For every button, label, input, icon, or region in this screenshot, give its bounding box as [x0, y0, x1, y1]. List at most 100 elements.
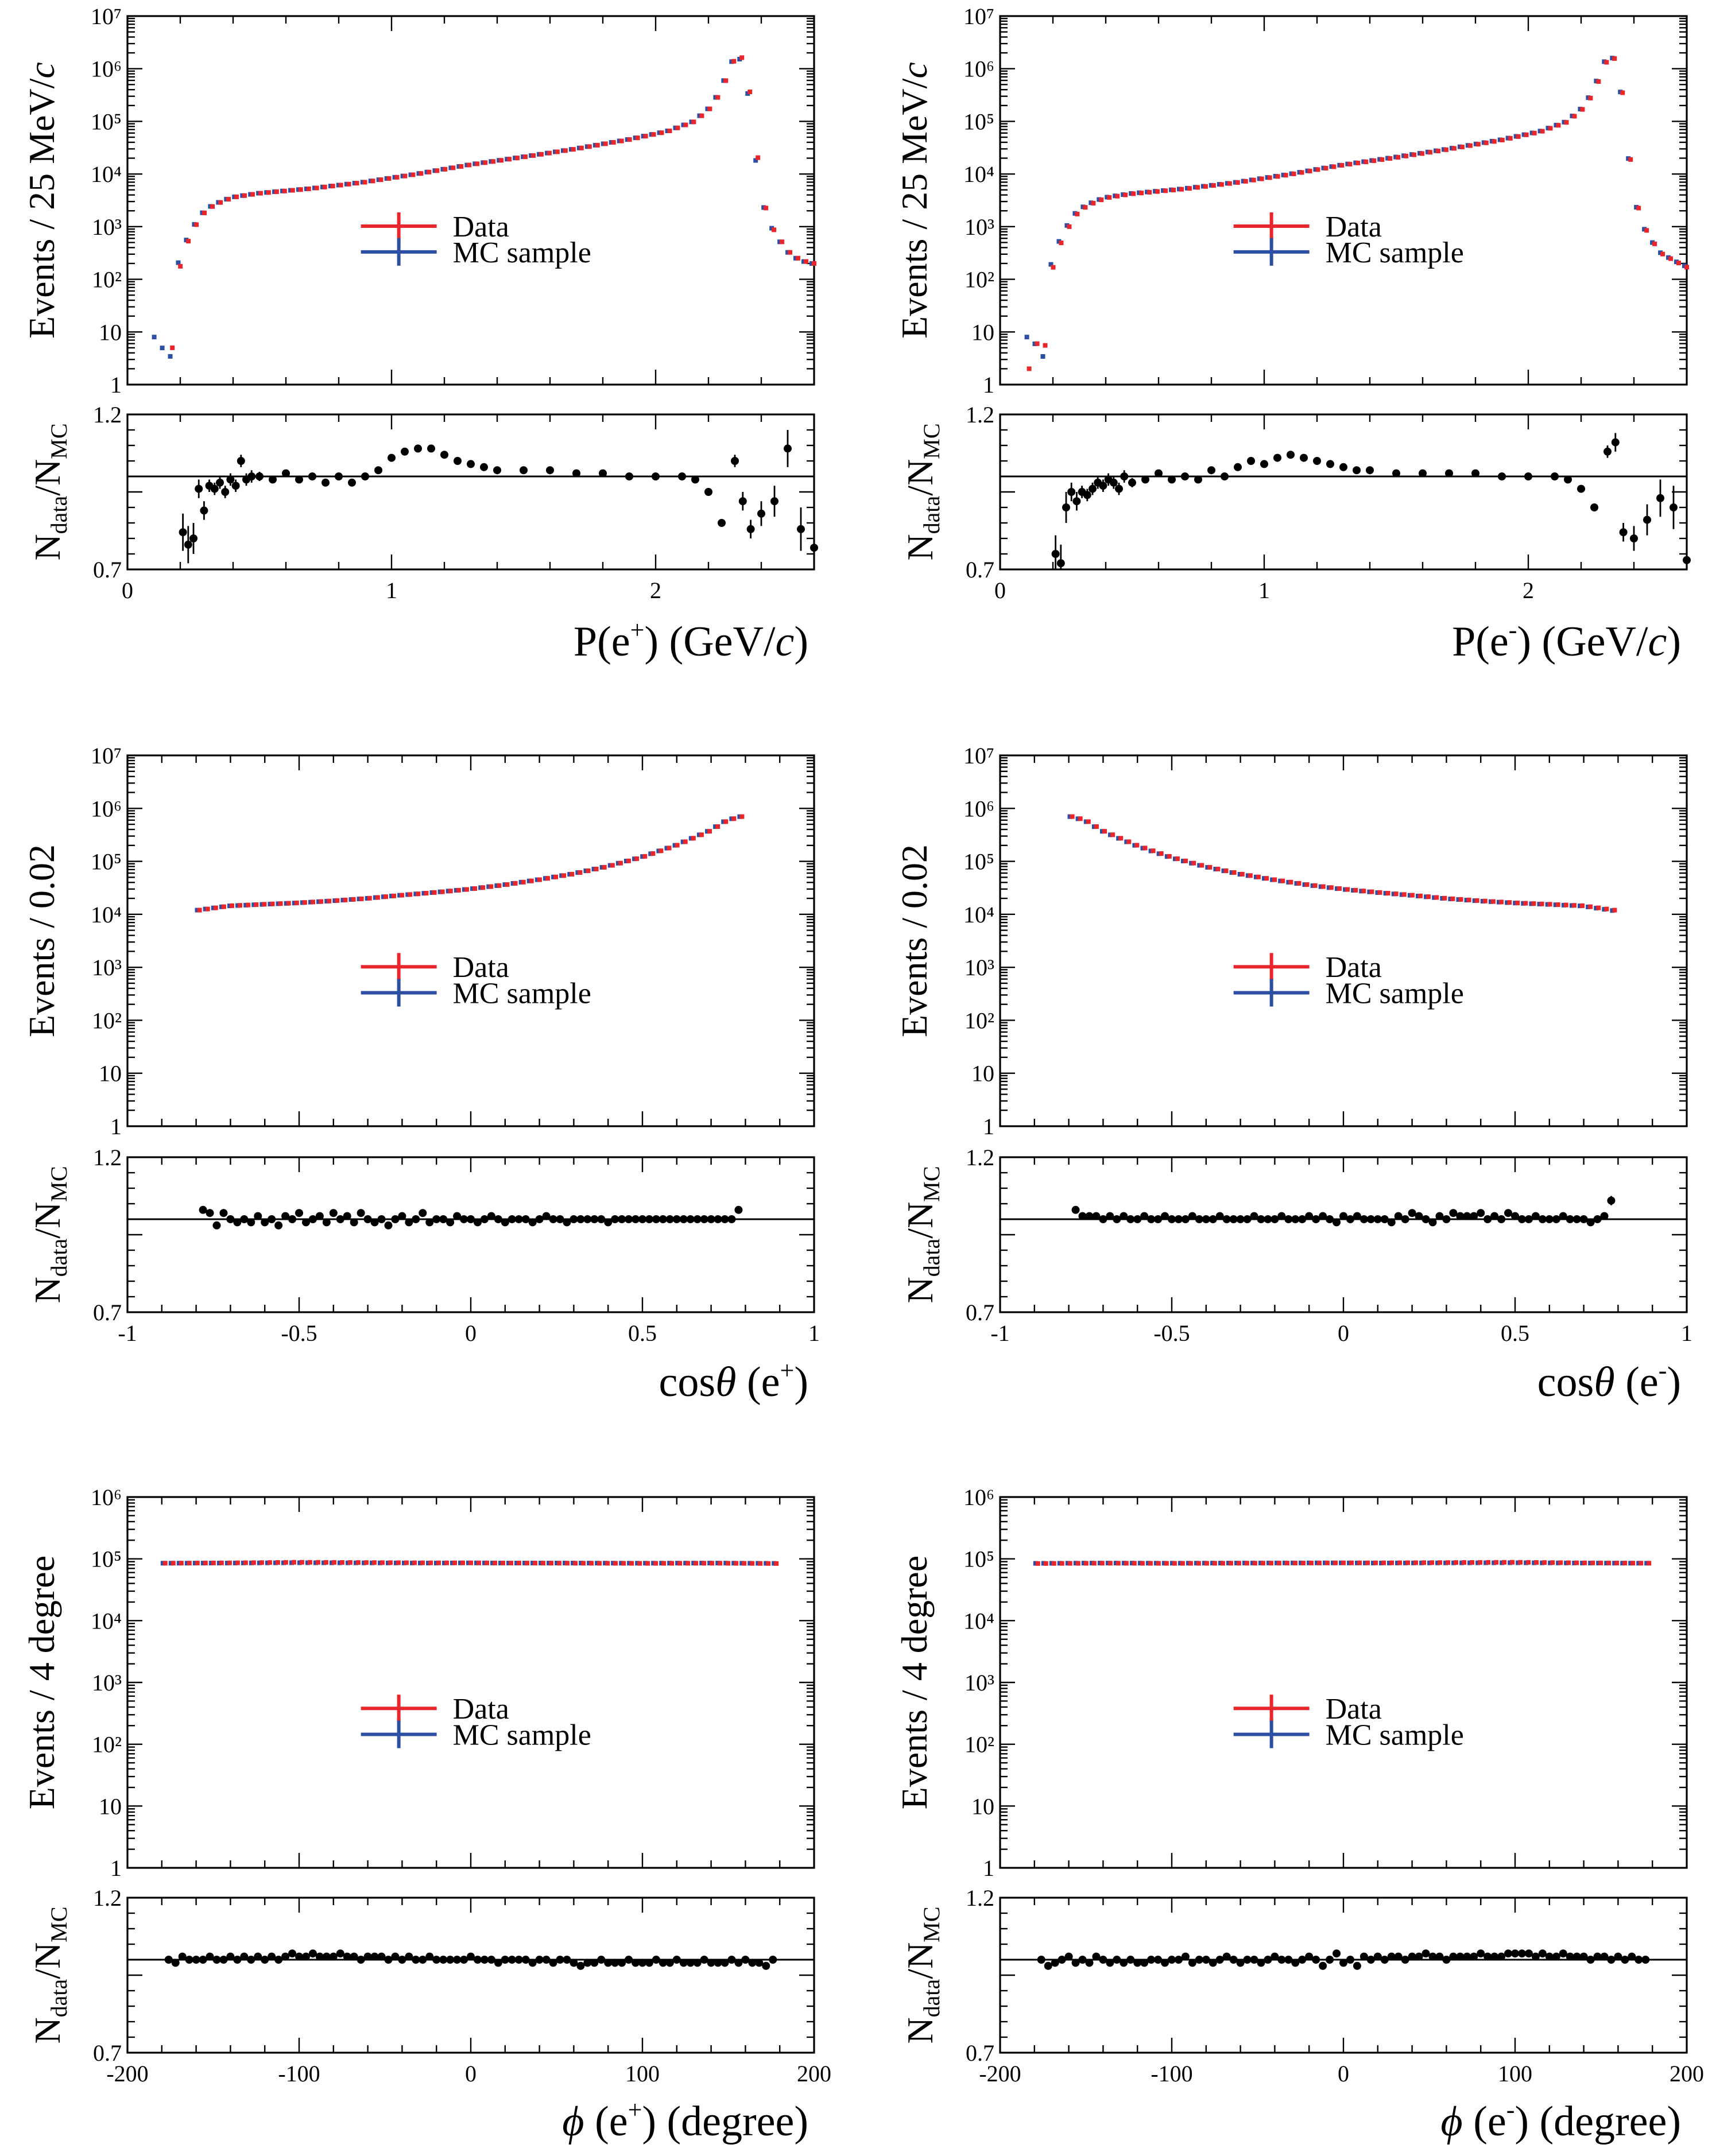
ratio-point — [480, 1956, 489, 1964]
data-bin — [1272, 877, 1277, 882]
ratio-point — [1607, 1956, 1616, 1964]
ratio-point — [1284, 1956, 1293, 1964]
data-bin — [1337, 886, 1342, 891]
y-tick-label: 1 — [983, 1855, 994, 1881]
data-bin — [734, 1561, 739, 1566]
data-bin — [1223, 868, 1229, 873]
ratio-point — [770, 497, 778, 506]
data-bin — [1558, 1560, 1563, 1565]
y-tick-label: 10⁶ — [91, 796, 122, 821]
data-bin — [1604, 906, 1609, 912]
ratio-point — [212, 1221, 221, 1230]
ratio-pad: 0.7 1.2 0 1 2 — [966, 402, 1691, 603]
ratio-point — [480, 463, 488, 471]
data-bin — [499, 158, 504, 163]
data-bin — [1204, 1561, 1209, 1566]
ratio-point — [1273, 453, 1281, 462]
data-bin — [1175, 856, 1180, 861]
data-bin — [1328, 885, 1334, 890]
data-bin — [211, 1560, 216, 1565]
legend-label-mc: MC sample — [453, 977, 591, 1010]
y-tick-label: 10⁷ — [91, 3, 122, 29]
data-bin — [1199, 863, 1204, 868]
y-tick-label: 10⁴ — [91, 161, 122, 187]
ratio-y-axis-label: Ndata/NMC — [27, 1166, 72, 1303]
data-bin — [1296, 881, 1302, 886]
data-bin — [1620, 90, 1625, 95]
data-bin — [178, 263, 183, 269]
data-bin — [227, 1560, 232, 1565]
ratio-points — [164, 1949, 777, 1970]
data-bin — [491, 159, 496, 164]
ratio-point — [1538, 1215, 1547, 1223]
ratio-y-tick-label: 1.2 — [966, 1145, 994, 1170]
ratio-point — [1579, 1952, 1588, 1961]
data-bin — [1134, 843, 1140, 848]
data-bin — [1684, 265, 1689, 270]
ratio-point — [659, 1959, 667, 1967]
ratio-point — [1209, 1215, 1217, 1223]
data-bin — [1590, 1560, 1595, 1565]
data-bin — [603, 141, 608, 146]
data-bin — [1547, 902, 1552, 907]
data-bin — [282, 188, 287, 193]
data-bin — [1333, 1560, 1338, 1565]
ratio-point — [1387, 1218, 1396, 1227]
data-bin — [699, 832, 704, 837]
data-bin — [497, 883, 502, 888]
data-bin — [1124, 1561, 1129, 1566]
ratio-point — [652, 1215, 660, 1223]
y-tick-label: 10 — [971, 1793, 994, 1819]
y-axis-label: Events / 4 degree — [21, 1556, 62, 1810]
ratio-point — [727, 1956, 736, 1964]
data-bin — [408, 892, 413, 897]
ratio-y-axis-label: Ndata/NMC — [27, 1906, 72, 2043]
data-bin — [246, 902, 251, 908]
ratio-point — [322, 1218, 331, 1227]
ratio-point — [570, 1959, 578, 1967]
ratio-point — [1168, 1956, 1176, 1964]
ratio-point — [1133, 1959, 1142, 1967]
ratio-point — [1445, 469, 1453, 478]
data-bin — [1207, 864, 1213, 870]
data-bin — [1211, 183, 1216, 188]
data-bin — [1215, 866, 1221, 871]
ratio-point — [467, 1215, 475, 1223]
data-bin — [1099, 1561, 1105, 1566]
ratio-point — [1312, 1956, 1320, 1964]
data-bin — [218, 200, 223, 205]
ratio-point — [1366, 1956, 1375, 1964]
ratio-point — [1188, 1959, 1196, 1967]
data-bin — [1507, 900, 1512, 905]
x-tick-label: 1 — [386, 577, 397, 603]
ratio-point — [1222, 1215, 1231, 1223]
data-bin — [311, 899, 316, 905]
data-bin — [530, 153, 536, 158]
data-bin — [788, 250, 793, 255]
ratio-point — [528, 1218, 537, 1227]
ratio-point — [247, 1218, 255, 1227]
ratio-point — [625, 472, 633, 480]
ratio-point — [583, 1959, 592, 1967]
ratio-point — [1579, 1215, 1588, 1223]
ratio-point — [1099, 482, 1107, 490]
data-bin — [507, 157, 512, 162]
ratio-point — [1109, 478, 1118, 487]
ratio-point — [221, 488, 230, 496]
x-tick-label: 0 — [465, 2061, 477, 2087]
x-tick-label: 1 — [808, 1320, 820, 1346]
ratio-point — [1449, 1209, 1458, 1217]
ratio-point — [216, 478, 224, 487]
data-bin — [1442, 895, 1447, 901]
ratio-point — [1333, 1949, 1341, 1958]
data-bin — [578, 870, 583, 875]
x-tick-label: -1 — [118, 1320, 137, 1346]
data-bin — [1316, 1560, 1322, 1565]
ratio-point — [1113, 1215, 1121, 1223]
ratio-point — [487, 1956, 495, 1964]
ratio-point — [178, 1952, 187, 1961]
data-bin — [1588, 95, 1593, 100]
